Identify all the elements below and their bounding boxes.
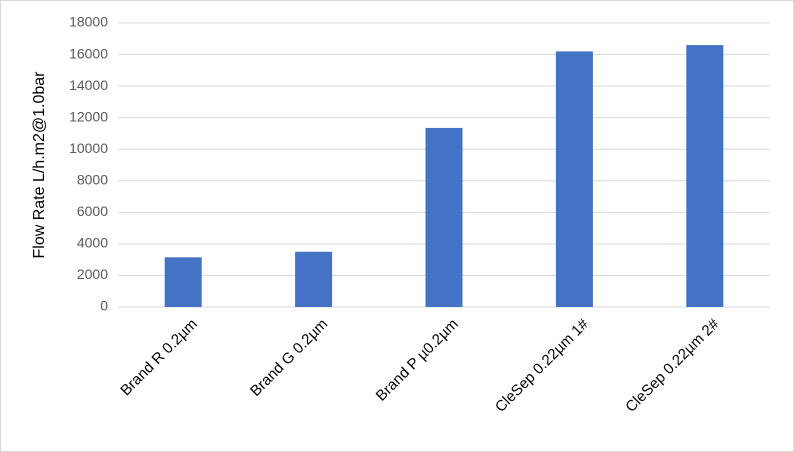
bar	[295, 251, 333, 307]
y-tick-label: 2000	[77, 266, 108, 282]
bar	[555, 51, 593, 308]
y-tick-label: 18000	[69, 14, 108, 30]
y-tick-label: 8000	[77, 171, 108, 187]
y-tick-label: 14000	[69, 77, 108, 93]
y-tick-label: 0	[100, 298, 108, 314]
y-tick-label: 6000	[77, 203, 108, 219]
y-tick-label: 16000	[69, 45, 108, 61]
y-axis-title: Flow Rate L/h.m2@1.0bar	[31, 71, 48, 259]
bar	[686, 45, 724, 307]
bar	[164, 257, 202, 307]
y-tick-label: 10000	[69, 140, 108, 156]
y-tick-label: 4000	[77, 235, 108, 251]
bar	[425, 127, 463, 307]
y-tick-label: 12000	[69, 108, 108, 124]
